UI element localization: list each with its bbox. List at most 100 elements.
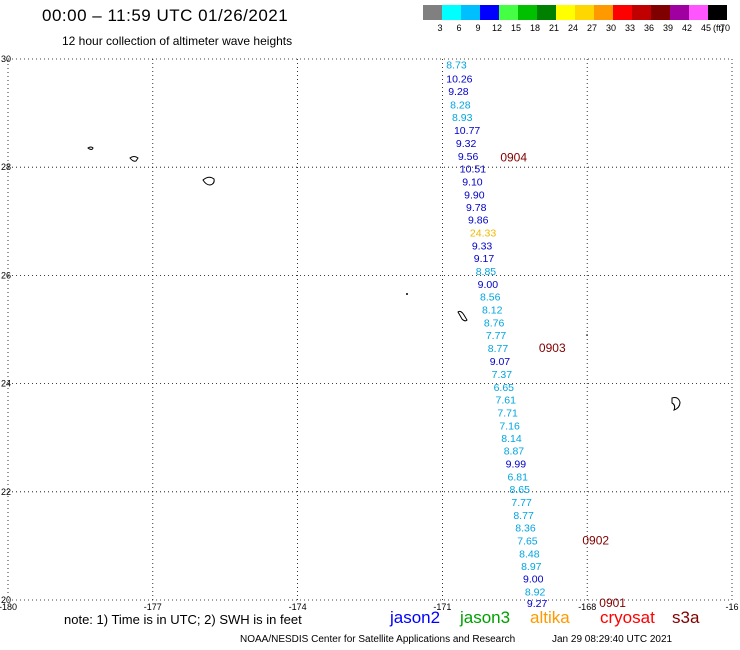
swh-data-point: 7.37 [492,369,513,381]
page-subtitle: 12 hour collection of altimeter wave hei… [62,34,293,48]
island-outline [671,397,681,411]
legend-label: 33 [624,23,636,33]
x-tick-label: -171 [433,602,451,612]
legend-label: 15 [510,23,522,33]
swh-data-point: 8.36 [515,523,536,535]
swh-data-point: 8.14 [501,433,522,445]
x-tick-label: -174 [289,602,307,612]
legend-swatch [499,5,518,20]
swh-data-point: 6.81 [508,472,529,484]
swh-data-point: 10.26 [446,73,472,85]
y-tick-label: 22 [1,487,11,497]
swh-data-point: 9.99 [506,459,527,471]
plot-border [7,58,733,601]
swh-data-point: 9.07 [490,356,511,368]
x-tick-label: -180 [0,602,17,612]
swh-data-point: 9.00 [523,573,544,585]
swh-data-point: 9.32 [456,138,477,150]
mission-jason3: jason3 [460,608,511,627]
mission-cryosat: cryosat [600,608,655,627]
swh-data-point: 6.65 [494,382,515,394]
swh-data-point: 9.90 [464,189,485,201]
legend-unit: (ft) [713,23,724,33]
swh-data-point: 10.77 [454,125,480,137]
x-tick-label: -168 [578,602,596,612]
legend-swatch [556,5,575,20]
swh-data-point: 8.73 [446,59,467,71]
swh-data-point: 7.16 [499,420,520,432]
swh-data-point: 9.17 [474,253,495,265]
mission-jason2: jason2 [390,608,441,627]
swh-data-point: 9.27 [527,598,548,610]
time-label: 0901 [599,596,626,610]
x-tick-label: -177 [144,602,162,612]
y-tick-label: 28 [1,162,11,172]
legend-label: 42 [681,23,693,33]
legend-swatch [461,5,480,20]
axis-tick-labels: -180 -177 -174 -171 -168 -16 20 22 24 26 28 30 [0,54,739,612]
legend-swatch [575,5,594,20]
swh-data-point: 9.28 [448,86,469,98]
legend-label: 18 [529,23,541,33]
time-label: 0903 [539,341,566,355]
mission-altika: altika [530,608,570,627]
legend-swatch [537,5,556,20]
swh-data-point: 8.85 [476,266,497,278]
swh-data-point: 8.77 [488,343,509,355]
legend-label: 30 [605,23,617,33]
swh-data-point: 8.28 [450,99,471,111]
legend-label: 6 [456,23,462,33]
legend-label: 24 [567,23,579,33]
legend-swatch [708,5,727,20]
legend-swatch [442,5,461,20]
legend-label: 9 [475,23,481,33]
swh-data-point: 8.12 [482,304,503,316]
swh-data-point: 8.56 [480,291,501,303]
swh-data-point: 8.87 [504,446,525,458]
island-outline [87,146,94,150]
legend-label: 27 [586,23,598,33]
x-tick-label: -16 [725,602,738,612]
legend-swatch [670,5,689,20]
swh-data-point: 7.71 [497,407,518,419]
footer-note: note: 1) Time is in UTC; 2) SWH is in fe… [64,612,302,627]
y-tick-label: 20 [1,595,11,605]
legend-label: 36 [643,23,655,33]
swh-data-point: 8.48 [519,548,540,560]
island-outline [129,156,139,162]
swh-data-point: 8.65 [509,484,530,496]
legend-label: 70 [719,23,731,33]
island-outline [202,176,215,186]
legend-swatch [613,5,632,20]
island-dot [586,334,588,336]
island-outlines [87,146,681,411]
legend-swatch [689,5,708,20]
swh-data-point: 8.76 [484,317,505,329]
y-tick-label: 26 [1,270,11,280]
legend-swatch [651,5,670,20]
legend-label: 45 [700,23,712,33]
legend-label: 21 [548,23,560,33]
swh-data-point: 8.97 [521,561,542,573]
legend-swatch [594,5,613,20]
swh-data-point: 8.92 [525,586,546,598]
plot-frame [7,58,733,601]
y-tick-label: 30 [1,54,11,64]
swh-data-point: 9.56 [458,151,479,163]
island-outline [457,310,468,322]
swh-data-point: 7.61 [495,394,516,406]
swh-data-point: 7.77 [511,497,532,509]
time-labels: 0904 0903 0902 0901 [500,150,626,610]
legend-swatch [632,5,651,20]
grid-lines [8,59,732,600]
legend-label: 39 [662,23,674,33]
swh-data-point: 9.33 [472,241,493,253]
color-legend: 3 6 9 12 15 18 21 24 27 30 33 36 39 42 45 70 (ft) [423,5,731,35]
mission-s3a: s3a [672,608,700,627]
legend-swatch [423,5,442,20]
island-dot [406,293,408,295]
time-label: 0902 [582,533,609,547]
time-label: 0904 [500,150,527,164]
credit-line: NOAA/NESDIS Center for Satellite Applica… [240,634,516,645]
